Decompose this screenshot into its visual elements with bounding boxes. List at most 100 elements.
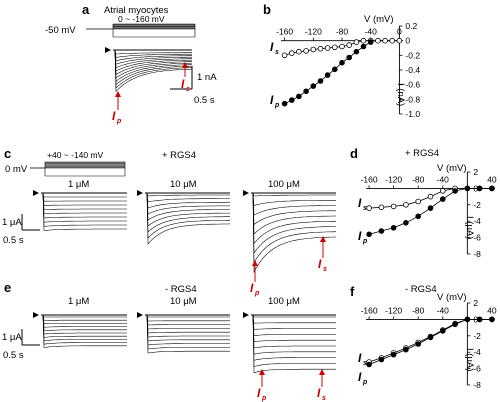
panel-b-x-tick-label: -40: [365, 27, 378, 37]
panel-c-100um-trace: [251, 192, 336, 226]
panel-d-x-tick-label: -80: [412, 174, 425, 184]
panel-a-trace: [113, 49, 193, 89]
panel-c-zero-marker-1: [33, 190, 39, 196]
panel-c-arrow-p: I p: [250, 260, 260, 297]
panel-d-point-Ip: [415, 213, 422, 220]
panel-a-label-s-sub: s: [186, 86, 190, 93]
panel-e-1um-trace: [41, 314, 127, 338]
panel-c-100um-trace: [251, 192, 336, 254]
panel-d-point-Ip: [489, 185, 495, 192]
panel-e-zero-marker-1: [33, 312, 39, 318]
panel-d-point-Ip: [378, 228, 385, 234]
panel-d-point-Is: [390, 203, 397, 210]
panel-e-100um-trace: [251, 314, 336, 336]
panel-b-point-Is: [360, 37, 367, 44]
panel-b-point-Ip: [339, 59, 345, 66]
panel-f-point-Ip: [366, 361, 372, 368]
panel-b-point-Ip: [288, 97, 295, 103]
panel-e-10um-trace: [145, 314, 230, 338]
panel-e-1um-trace: [41, 314, 127, 342]
panel-f-x-tick-label: 40: [487, 305, 497, 315]
panel-c-holding: 0 mV: [5, 164, 28, 175]
panel-e-label-p: I: [257, 386, 261, 400]
panel-b-y-tick-label: -1.0: [405, 109, 420, 119]
panel-f-y-tick-label: -4: [473, 347, 481, 357]
panel-f: f - RGS4 V (mV) I (μA) -160 -120 -80 -40 40 2…: [350, 284, 497, 390]
panel-c-conc-2: 10 μM: [170, 179, 197, 190]
panel-a-scale-bar: 1 nA 0.5 s: [170, 66, 217, 106]
panel-d-point-Ip: [452, 188, 458, 194]
panel-d-label-p: I: [358, 229, 362, 243]
panel-e-conc-3: 100 μM: [268, 296, 300, 307]
panel-c: c + RGS4 0 mV +40 ~ -140 mV 1 μM 10 μM 1…: [2, 146, 337, 297]
panel-e-scale-bar: 1 μA 0.5 s: [2, 329, 40, 361]
panel-e-100um-trace: [251, 314, 336, 330]
panel-e-traces-100um: [251, 314, 336, 374]
panel-a: a Atrial myocytes -50 mV 0 ~ -160 mV 1 n…: [45, 2, 217, 125]
panel-f-point-Ip: [427, 334, 434, 341]
panel-a-trace: [113, 49, 193, 93]
panel-f-point-Ip: [415, 341, 422, 347]
panel-a-trace: [113, 49, 192, 65]
panel-a-trace: [113, 49, 193, 82]
panel-d-label-s-sub: s: [363, 205, 367, 212]
panel-e-10um-trace: [145, 314, 230, 322]
panel-c-1um-trace: [41, 192, 127, 227]
panel-c-traces-100um: [251, 192, 337, 274]
panel-b-point-Ip: [317, 78, 324, 84]
panel-a-arrow-p: I p: [112, 91, 122, 125]
panel-b-point-Is: [331, 44, 338, 51]
panel-d-point-Is: [427, 193, 434, 200]
panel-e-10um-trace: [145, 314, 230, 342]
panel-a-zero-marker: [105, 47, 111, 53]
panel-a-protocol: [86, 23, 196, 38]
panel-b-point-Is: [382, 37, 388, 44]
panel-a-trace: [113, 49, 192, 58]
panel-d-point-Is: [415, 198, 422, 205]
panel-b-label-s-sub: s: [275, 49, 279, 56]
panel-e-10um-trace: [145, 314, 230, 330]
panel-f-y-tick-label: 2: [473, 298, 478, 308]
panel-d-condition: + RGS4: [405, 148, 439, 159]
panel-b-x-tick-label: 0: [397, 27, 402, 37]
panel-b-point-Is: [396, 37, 403, 44]
panel-f-label-p: I: [358, 370, 362, 384]
panel-b-point-Is: [375, 37, 381, 44]
panel-b-point-Ip: [360, 43, 367, 50]
panel-d-y-tick-label: 2: [473, 167, 478, 177]
panel-e-arrow-p: I p: [257, 369, 267, 402]
panel-b-point-Ip: [296, 93, 302, 100]
panel-a-trace: [113, 49, 193, 75]
panel-e-zero-marker-3: [243, 312, 249, 318]
panel-b-x-tick-label: -120: [305, 27, 322, 37]
panel-b-point-Is: [353, 39, 360, 45]
panel-e-condition: - RGS4: [165, 284, 197, 295]
panel-a-title: Atrial myocytes: [104, 5, 169, 16]
panel-e-10um-trace: [145, 314, 230, 354]
panel-e-10um-trace: [145, 314, 230, 326]
panel-f-x-tick-label: -120: [385, 305, 402, 315]
panel-d-point-Is: [378, 204, 385, 211]
panel-e-label-s: I: [317, 386, 321, 400]
panel-d-label-p-sub: p: [362, 238, 368, 245]
panel-f-label-s: I: [358, 351, 362, 365]
panel-c-1um-trace: [41, 192, 127, 223]
panel-d-xlabel: V (mV): [437, 163, 467, 174]
panel-d-point-Ip: [366, 231, 372, 238]
panel-c-10um-trace: [145, 192, 230, 227]
panel-c-traces-10um: [145, 192, 231, 245]
panel-c-scale-bar: 1 μA 0.5 s: [2, 214, 40, 246]
panel-e-1um-trace: [41, 314, 127, 318]
panel-b-point-Ip: [281, 100, 288, 107]
panel-c-label-p-sub: p: [254, 290, 260, 297]
panel-e-10um-trace: [145, 314, 230, 318]
panel-c-traces-1um: [41, 192, 127, 231]
panel-e-letter: e: [4, 280, 11, 295]
panel-a-trace: [113, 49, 192, 62]
panel-d-point-Ip: [476, 185, 483, 192]
panel-e-zero-marker-2: [137, 312, 143, 318]
panel-b-label-p: I: [270, 93, 274, 107]
panel-e-label-s-sub: s: [322, 395, 326, 402]
panel-e-10um-trace: [145, 314, 230, 350]
